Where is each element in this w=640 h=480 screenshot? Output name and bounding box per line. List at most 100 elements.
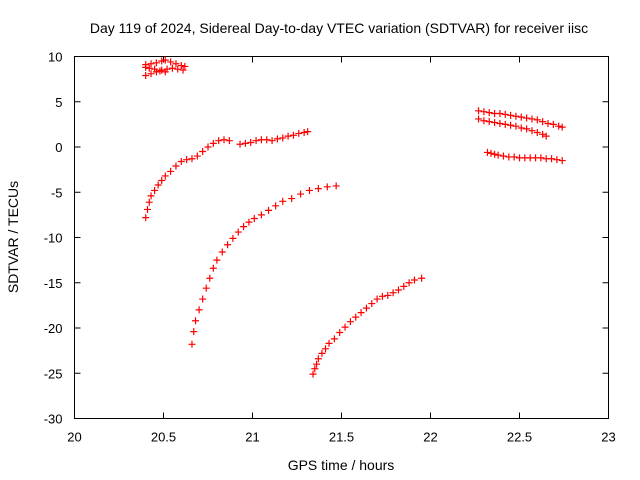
data-point (318, 349, 326, 357)
data-point (147, 70, 155, 78)
data-point (225, 137, 233, 145)
data-point (352, 313, 360, 321)
data-point (410, 276, 418, 284)
data-point (542, 132, 550, 140)
data-point (405, 279, 413, 287)
data-point (151, 65, 159, 73)
data-point (151, 186, 159, 194)
data-point (142, 63, 150, 71)
data-point (229, 234, 237, 242)
data-point (362, 304, 370, 312)
data-point (507, 121, 515, 129)
data-point (507, 111, 515, 119)
data-point (172, 60, 180, 68)
y-tick-label: 10 (48, 50, 62, 65)
data-point (145, 64, 153, 72)
data-point (313, 360, 321, 368)
data-point (297, 190, 305, 198)
data-point (555, 122, 563, 130)
data-point (204, 143, 212, 151)
data-point (295, 129, 303, 137)
series-arc-b (236, 128, 312, 148)
x-tick-label: 22 (423, 430, 437, 445)
x-axis-title: GPS time / hours (288, 457, 395, 473)
data-point (368, 300, 376, 308)
data-point (158, 176, 166, 184)
data-point (553, 156, 561, 164)
data-point (389, 289, 397, 297)
data-point (483, 148, 491, 156)
y-tick-label: -25 (44, 366, 63, 381)
data-point (309, 370, 317, 378)
data-point (510, 153, 518, 161)
y-tick-label: -30 (44, 412, 63, 427)
data-point (323, 183, 331, 191)
data-point (143, 205, 151, 213)
x-axis: 20 20.5 21 21.5 22 22.5 23 (67, 56, 616, 445)
data-point (346, 318, 354, 326)
data-point (145, 198, 153, 206)
data-point (209, 264, 217, 272)
data-point (181, 62, 189, 70)
data-point (496, 119, 504, 127)
data-point (199, 295, 207, 303)
data-point (224, 241, 232, 249)
data-point (142, 72, 150, 80)
data-point (394, 286, 402, 294)
data-point (252, 137, 260, 145)
data-point (499, 152, 507, 160)
data-point (341, 323, 349, 331)
series-arc-e (475, 107, 566, 131)
data-point (289, 131, 297, 139)
y-axis: 10 5 0 -5 -10 -15 -20 -25 -30 (44, 50, 609, 427)
chart-title: Day 119 of 2024, Sidereal Day-to-day VTE… (90, 20, 588, 36)
data-point (491, 150, 499, 158)
data-point (154, 181, 162, 189)
data-point (152, 59, 160, 67)
data-point (332, 182, 340, 190)
data-point (475, 115, 483, 123)
y-tick-label: -15 (44, 276, 63, 291)
data-point (279, 134, 287, 142)
data-point (272, 202, 280, 210)
data-point (325, 339, 333, 347)
data-point (209, 139, 217, 147)
data-point (494, 151, 502, 159)
data-point (384, 291, 392, 299)
data-point (263, 136, 271, 144)
data-point (206, 274, 214, 282)
data-point (179, 66, 187, 74)
data-point (265, 206, 273, 214)
data-point (418, 274, 426, 282)
data-point (240, 223, 248, 231)
data-point (304, 128, 312, 136)
data-points (142, 56, 566, 378)
data-point (218, 248, 226, 256)
data-point (336, 329, 344, 337)
data-point (250, 214, 258, 222)
data-point (192, 317, 200, 325)
data-point (199, 148, 207, 156)
data-point (512, 122, 520, 130)
data-point (177, 62, 185, 70)
data-point (558, 123, 566, 131)
data-point (147, 60, 155, 68)
data-point (177, 157, 185, 165)
data-point (523, 114, 531, 122)
data-point (202, 284, 210, 292)
data-point (357, 309, 365, 317)
data-point (288, 195, 296, 203)
data-point (183, 156, 191, 164)
data-point (213, 256, 221, 264)
data-point (273, 135, 281, 143)
x-tick-label: 20 (67, 430, 81, 445)
data-point (279, 197, 287, 205)
data-point (236, 140, 244, 148)
data-point (485, 109, 493, 117)
data-point (215, 137, 223, 145)
data-point (247, 138, 255, 146)
series-arc-d (309, 274, 426, 378)
series-arc-f (475, 115, 550, 140)
data-point (544, 119, 552, 127)
